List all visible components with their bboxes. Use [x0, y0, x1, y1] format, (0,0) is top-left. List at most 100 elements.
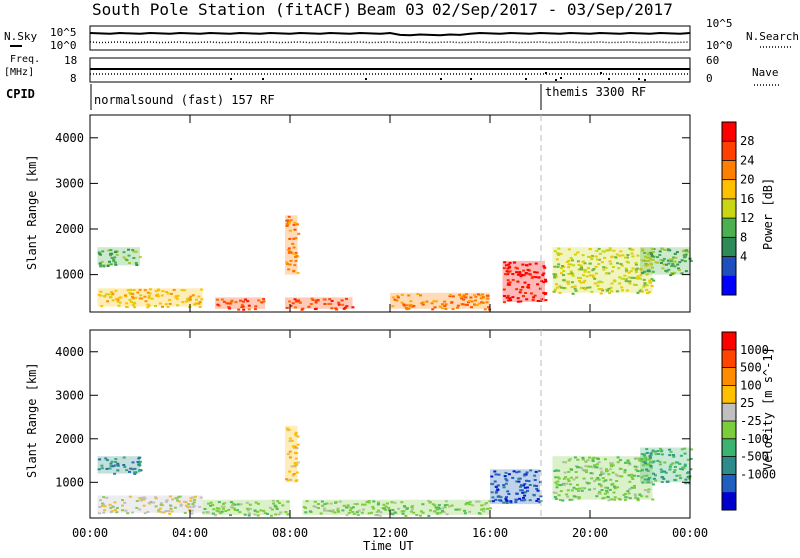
data-cell	[526, 489, 529, 492]
data-cell	[301, 307, 305, 310]
data-cell	[673, 465, 677, 468]
xaxis-title: Time UT	[363, 539, 414, 553]
data-cell	[404, 514, 408, 517]
data-cell	[192, 501, 196, 504]
data-cell	[279, 511, 283, 514]
data-cell	[445, 503, 449, 506]
colorbar-segment	[722, 421, 736, 440]
data-cell	[479, 297, 483, 300]
data-cell	[508, 261, 512, 264]
data-cell	[291, 302, 295, 305]
data-cell	[377, 509, 380, 512]
data-cell	[612, 491, 616, 494]
data-region	[285, 215, 298, 275]
data-cell	[233, 503, 237, 506]
data-cell	[198, 301, 202, 303]
data-cell	[391, 509, 395, 511]
data-cell	[147, 295, 151, 298]
data-cell	[125, 306, 129, 309]
data-cell	[521, 286, 525, 289]
data-cell	[592, 268, 596, 270]
data-cell	[504, 477, 508, 480]
data-cell	[98, 506, 102, 508]
data-cell	[132, 250, 136, 253]
data-cell	[588, 248, 592, 250]
data-cell	[677, 267, 680, 270]
data-cell	[661, 267, 665, 270]
data-cell	[609, 286, 613, 289]
data-cell	[512, 470, 516, 473]
data-cell	[592, 466, 596, 469]
data-cell	[493, 470, 497, 473]
cpid-label: CPID	[6, 87, 35, 101]
data-region	[640, 447, 690, 483]
data-cell	[294, 252, 298, 254]
data-cell	[558, 499, 562, 501]
data-cell	[214, 514, 217, 517]
data-cell	[248, 507, 252, 510]
data-cell	[393, 501, 397, 504]
data-cell	[220, 510, 224, 513]
data-cell	[314, 301, 318, 304]
data-cell	[667, 262, 671, 265]
data-cell	[275, 506, 278, 509]
colorbar-tick-label: -1000	[740, 467, 776, 481]
data-cell	[506, 490, 510, 493]
data-cell	[515, 288, 519, 291]
colorbar-segment	[722, 456, 736, 475]
data-cell	[499, 496, 503, 499]
nave-dot	[440, 78, 442, 80]
data-cell	[683, 447, 687, 450]
data-cell	[477, 500, 481, 503]
data-cell	[101, 250, 105, 253]
data-cell	[570, 286, 574, 288]
data-cell	[227, 508, 231, 511]
data-cell	[534, 470, 538, 473]
data-cell	[242, 308, 246, 311]
data-cell	[645, 288, 649, 291]
data-cell	[577, 276, 580, 279]
data-cell	[596, 463, 599, 466]
data-cell	[248, 503, 252, 506]
data-cell	[610, 465, 613, 468]
data-cell	[331, 510, 334, 513]
data-cell	[131, 461, 135, 464]
data-cell	[552, 290, 556, 293]
data-cell	[585, 469, 589, 471]
data-cell	[554, 288, 557, 291]
data-cell	[496, 489, 500, 491]
data-cell	[337, 510, 341, 513]
data-cell	[158, 507, 162, 510]
data-cell	[443, 506, 447, 509]
data-cell	[416, 293, 420, 295]
data-cell	[487, 306, 491, 309]
data-cell	[291, 474, 295, 477]
data-cell	[518, 497, 521, 500]
data-cell	[588, 456, 592, 459]
data-cell	[581, 487, 585, 490]
data-cell	[657, 453, 660, 455]
data-cell	[589, 256, 593, 259]
data-cell	[372, 507, 376, 510]
data-cell	[121, 509, 125, 512]
data-cell	[628, 480, 632, 483]
data-cell	[557, 247, 561, 250]
data-cell	[508, 265, 512, 268]
data-cell	[419, 294, 422, 297]
data-cell	[559, 286, 563, 289]
data-cell	[100, 260, 104, 263]
data-region	[552, 247, 653, 293]
data-cell	[245, 501, 249, 504]
data-cell	[99, 294, 103, 297]
colorbar-tick-label: -25	[740, 414, 762, 428]
data-cell	[614, 256, 618, 259]
data-cell	[591, 459, 595, 462]
data-cell	[105, 459, 109, 462]
data-cell	[652, 472, 656, 475]
x-tick-label: 08:00	[272, 526, 308, 540]
data-cell	[593, 480, 597, 482]
data-cell	[673, 271, 676, 274]
data-cell	[507, 473, 511, 476]
data-cell	[569, 257, 573, 259]
noise-left-bottom-tick: 10^0	[50, 39, 77, 52]
